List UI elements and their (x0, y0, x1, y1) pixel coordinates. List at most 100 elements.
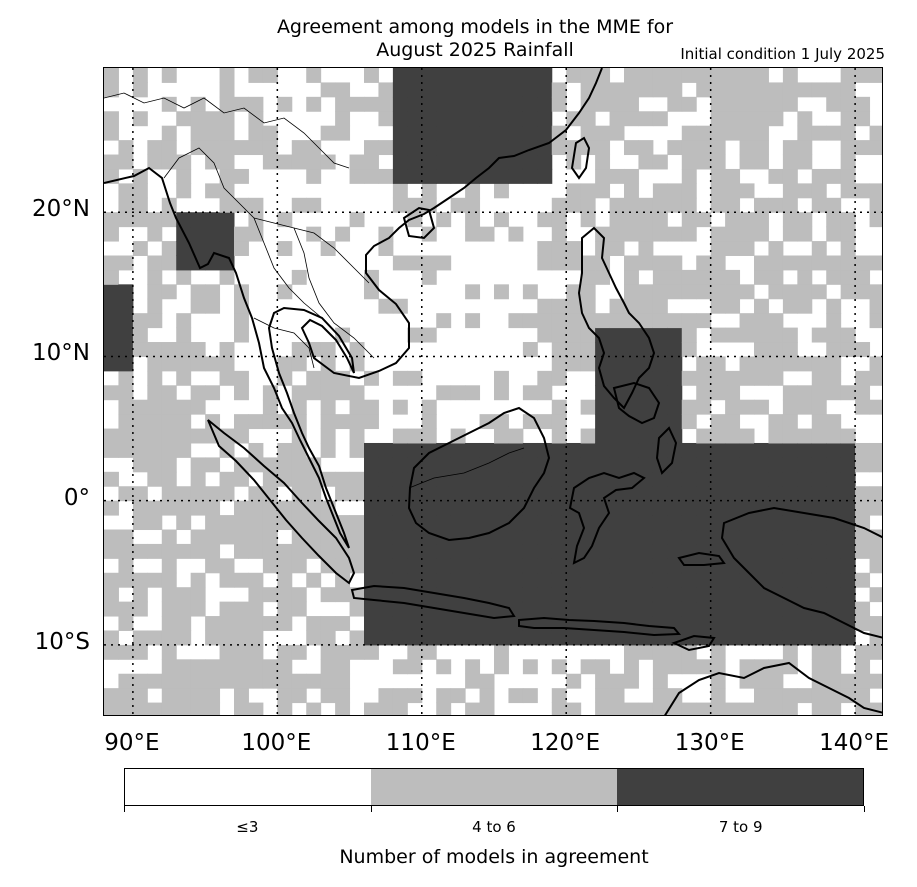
agreement-cell (667, 96, 683, 112)
agreement-cell (869, 486, 882, 502)
agreement-cell (710, 688, 726, 704)
agreement-cell (580, 183, 596, 199)
agreement-cell (826, 356, 842, 372)
agreement-cell (782, 515, 798, 531)
agreement-cell (421, 125, 437, 141)
agreement-cell (104, 630, 119, 646)
agreement-cell (609, 111, 625, 127)
agreement-cell (768, 255, 784, 271)
agreement-cell (638, 471, 654, 487)
agreement-cell (465, 471, 481, 487)
agreement-cell (652, 471, 668, 487)
agreement-cell (190, 529, 206, 545)
agreement-cell (840, 241, 856, 256)
agreement-cell (580, 327, 596, 343)
agreement-cell (508, 428, 524, 444)
agreement-cell (754, 572, 769, 588)
agreement-cell (205, 558, 221, 574)
agreement-cell (551, 572, 567, 588)
agreement-cell (291, 342, 307, 357)
agreement-cell (147, 543, 163, 559)
agreement-cell (407, 486, 423, 502)
agreement-cell (378, 572, 394, 588)
agreement-cell (147, 370, 163, 386)
agreement-cell (176, 399, 192, 415)
agreement-cell (855, 342, 871, 357)
agreement-cell (364, 486, 379, 502)
agreement-cell (840, 327, 856, 343)
agreement-cell (364, 644, 379, 660)
agreement-cell (248, 702, 264, 715)
agreement-cell (782, 168, 798, 184)
agreement-cell (652, 370, 668, 386)
agreement-cell (248, 587, 264, 603)
agreement-cell (638, 68, 654, 83)
agreement-cell (118, 702, 134, 715)
agreement-cell (306, 370, 322, 386)
agreement-cell (349, 601, 365, 617)
agreement-cell (522, 385, 538, 401)
agreement-cell (364, 140, 379, 156)
agreement-cell (161, 414, 177, 430)
agreement-cell (291, 644, 307, 660)
agreement-cell (277, 212, 293, 228)
agreement-cell (176, 342, 192, 357)
agreement-cell (681, 587, 697, 603)
agreement-cell (132, 82, 148, 98)
agreement-cell (118, 399, 134, 415)
agreement-cell (522, 313, 538, 329)
agreement-cell (652, 313, 668, 329)
agreement-cell (479, 140, 495, 156)
agreement-cell (132, 327, 148, 343)
agreement-cell (681, 702, 697, 715)
agreement-cell (118, 673, 134, 689)
agreement-cell (537, 543, 553, 559)
agreement-cell (118, 442, 134, 458)
agreement-cell (176, 500, 192, 516)
agreement-cell (161, 68, 177, 83)
agreement-cell (710, 515, 726, 531)
agreement-cell (826, 255, 842, 271)
agreement-cell (479, 515, 495, 531)
agreement-cell (595, 587, 611, 603)
agreement-cell (508, 68, 524, 83)
agreement-cell (147, 428, 163, 444)
agreement-cell (522, 111, 538, 127)
agreement-cell (262, 515, 278, 531)
agreement-cell (595, 96, 611, 112)
agreement-cell (320, 428, 336, 444)
agreement-cell (797, 486, 813, 502)
agreement-cell (522, 284, 538, 300)
agreement-cell (624, 212, 639, 228)
agreement-cell (378, 601, 394, 617)
agreement-cell (234, 313, 249, 329)
agreement-cell (291, 515, 307, 531)
agreement-cell (161, 255, 177, 271)
agreement-cell (638, 226, 654, 242)
agreement-cell (811, 370, 827, 386)
agreement-cell (378, 529, 394, 545)
agreement-cell (364, 284, 379, 300)
agreement-cell (855, 486, 871, 502)
agreement-cell (797, 529, 813, 545)
agreement-cell (450, 630, 466, 646)
agreement-cell (262, 486, 278, 502)
agreement-cell (262, 659, 278, 675)
agreement-cell (652, 342, 668, 357)
agreement-cell (551, 212, 567, 228)
agreement-cell (262, 529, 278, 545)
agreement-cell (277, 543, 293, 559)
agreement-cell (797, 269, 813, 285)
agreement-cell (551, 327, 567, 343)
agreement-cell (710, 255, 726, 271)
agreement-cell (537, 96, 553, 112)
agreement-cell (335, 616, 351, 631)
agreement-cell (768, 558, 784, 574)
agreement-cell (291, 587, 307, 603)
agreement-cell (768, 471, 784, 487)
agreement-cell (161, 688, 177, 704)
agreement-cell (494, 168, 509, 184)
agreement-cell (306, 529, 322, 545)
agreement-cell (364, 96, 379, 112)
agreement-cell (667, 543, 683, 559)
